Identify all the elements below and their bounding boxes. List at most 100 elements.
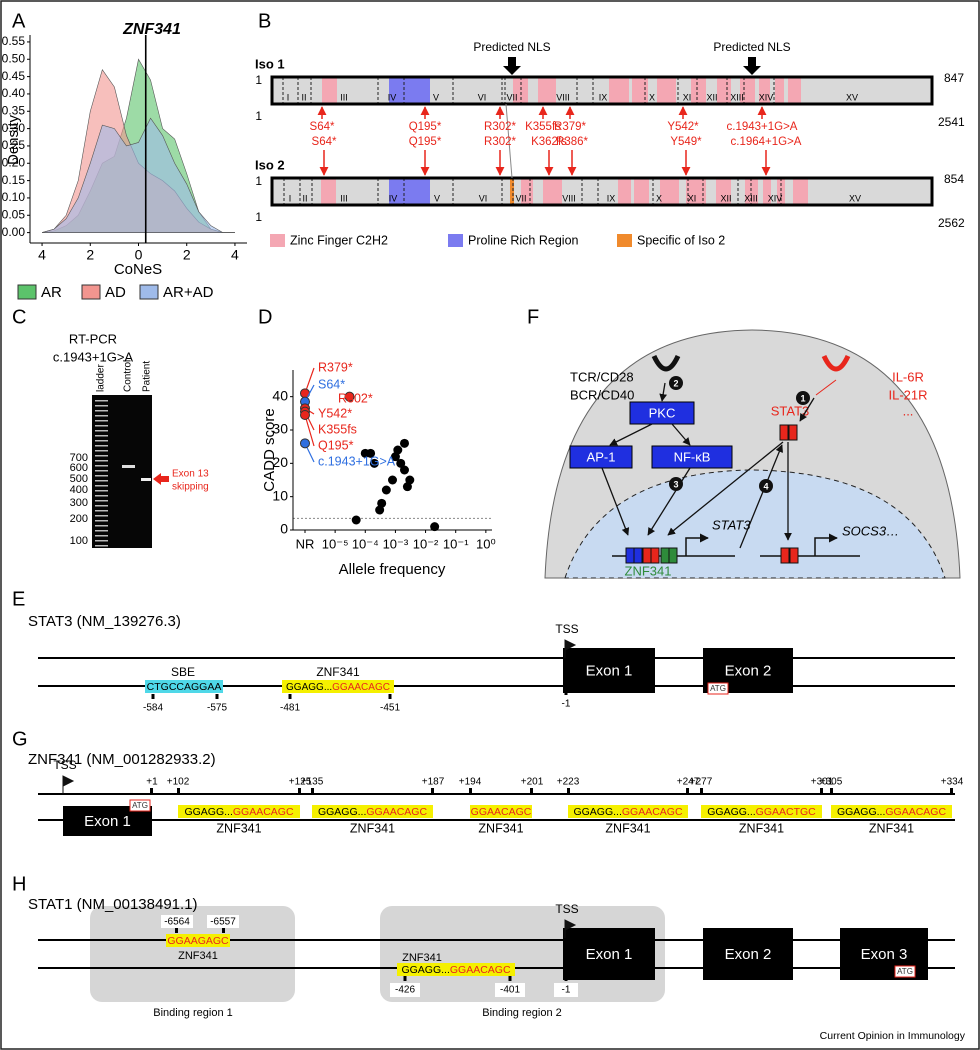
mutation-label: K355fs	[525, 121, 561, 133]
zinc-finger	[321, 178, 336, 205]
sequence: GGAGG...GGAACAGC	[318, 806, 428, 818]
aa-end: 847	[944, 71, 964, 85]
gel-variant: c.1943+1G>A	[53, 349, 134, 364]
position-tick	[177, 788, 180, 793]
mutation-label: Y542*	[667, 121, 699, 133]
x-tick-label: 10⁰	[476, 536, 496, 551]
y-tick-label: 0.20	[2, 155, 26, 169]
ladder-band	[95, 505, 108, 507]
ladder-band	[95, 520, 108, 522]
position-label: -575	[207, 703, 227, 714]
exon-label: X	[649, 92, 655, 102]
y-tick-label: 0.00	[2, 225, 26, 239]
zinc-finger	[745, 178, 758, 205]
site-box	[568, 805, 688, 818]
y-tick-label: 0.05	[2, 207, 26, 221]
sequence-prefix: GGAGG...	[707, 806, 755, 818]
ladder-band	[95, 480, 108, 482]
legend-label: Specific of Iso 2	[637, 233, 725, 247]
position-label: +194	[459, 777, 482, 788]
dna-bound-factor	[633, 547, 643, 564]
zinc-finger	[634, 178, 649, 205]
ladder-band	[95, 515, 108, 517]
site-label: ZNF341	[739, 821, 784, 835]
position-tick	[222, 928, 225, 933]
lane-label: Patient	[142, 361, 153, 392]
exon-label: III	[340, 193, 348, 203]
panel-label: A	[12, 10, 26, 32]
highlight-point	[299, 438, 310, 449]
region-name: Binding region 2	[482, 1007, 562, 1019]
atg-label: ATG	[710, 684, 726, 693]
legend-swatch	[270, 234, 285, 247]
sequence-motif: GGAACTGC	[756, 806, 817, 818]
ladder-size: 700	[70, 452, 88, 464]
arrow	[609, 423, 653, 446]
exon-label: XIII	[744, 193, 758, 203]
zinc-finger	[513, 77, 528, 104]
position-label: +247	[677, 777, 700, 788]
zinc-finger	[759, 77, 770, 104]
sequence-prefix: GGAGG...	[837, 806, 885, 818]
mutation-label: R302*	[484, 121, 516, 133]
aa-end: 854	[944, 172, 964, 186]
position-tick	[175, 928, 178, 933]
dna-bound-factor	[650, 547, 660, 564]
point	[405, 475, 415, 485]
position-tick	[311, 788, 314, 793]
zinc-finger	[716, 178, 731, 205]
legend-swatch	[448, 234, 463, 247]
ladder-band	[95, 410, 108, 412]
position-tick	[298, 788, 301, 793]
tss-label: TSS	[555, 902, 578, 916]
sequence-motif: GGAACAGC	[366, 806, 427, 818]
mutation-label: S64*	[310, 121, 335, 133]
dna-bound-factor	[625, 547, 635, 564]
gene-label: STAT3	[712, 517, 751, 532]
sequence-motif: GGAACAGC	[622, 806, 683, 818]
ladder-size: 100	[70, 535, 88, 547]
exon-label: XV	[846, 92, 858, 102]
legend-label: Zinc Finger C2H2	[290, 233, 388, 247]
x-tick-label: NR	[296, 536, 315, 551]
stat3-monomer	[779, 424, 789, 441]
cdna-end: 2562	[938, 216, 965, 230]
position-label: -481	[280, 703, 300, 714]
point	[366, 448, 376, 458]
exon-label: Exon 2	[725, 946, 772, 963]
zinc-finger	[660, 178, 679, 205]
x-tick-label: 4	[231, 247, 239, 263]
site-label: ZNF341	[869, 821, 914, 835]
zinc-finger	[632, 77, 648, 104]
nls-label: Predicted NLS	[473, 40, 550, 54]
ladder-band	[95, 420, 108, 422]
variant-label: Y542*	[318, 406, 352, 420]
zinc-finger	[543, 178, 562, 205]
point	[396, 458, 406, 468]
mutation-label: Q195*	[409, 121, 442, 133]
panel-label: C	[12, 306, 26, 328]
x-tick-label: 10⁻¹	[443, 536, 469, 551]
position-tick	[820, 788, 823, 793]
exon-label: XII	[706, 92, 717, 102]
sequence-prefix: GGAGG...	[286, 682, 332, 693]
step-number: 4	[763, 481, 768, 491]
panel-label: D	[258, 306, 272, 328]
exon-label: II	[302, 193, 307, 203]
zinc-finger	[657, 77, 676, 104]
y-tick-label: 20	[272, 454, 288, 470]
isoform-name: Iso 2	[255, 157, 285, 172]
point	[381, 485, 391, 495]
sequence-motif: GGAACAGC	[450, 964, 511, 976]
sequence-prefix: GGAGG...	[184, 806, 232, 818]
exon	[703, 928, 793, 980]
position-box	[161, 915, 193, 928]
site-box	[397, 963, 515, 976]
panel-label: B	[258, 10, 271, 32]
mutation-label: Q195*	[409, 136, 442, 148]
isoform-name: Iso 1	[255, 56, 285, 71]
sequence: CTGCCAGGAA	[147, 681, 222, 693]
y-tick-label: 0.45	[2, 69, 26, 83]
position-tick	[830, 788, 833, 793]
position-tick	[564, 976, 568, 981]
